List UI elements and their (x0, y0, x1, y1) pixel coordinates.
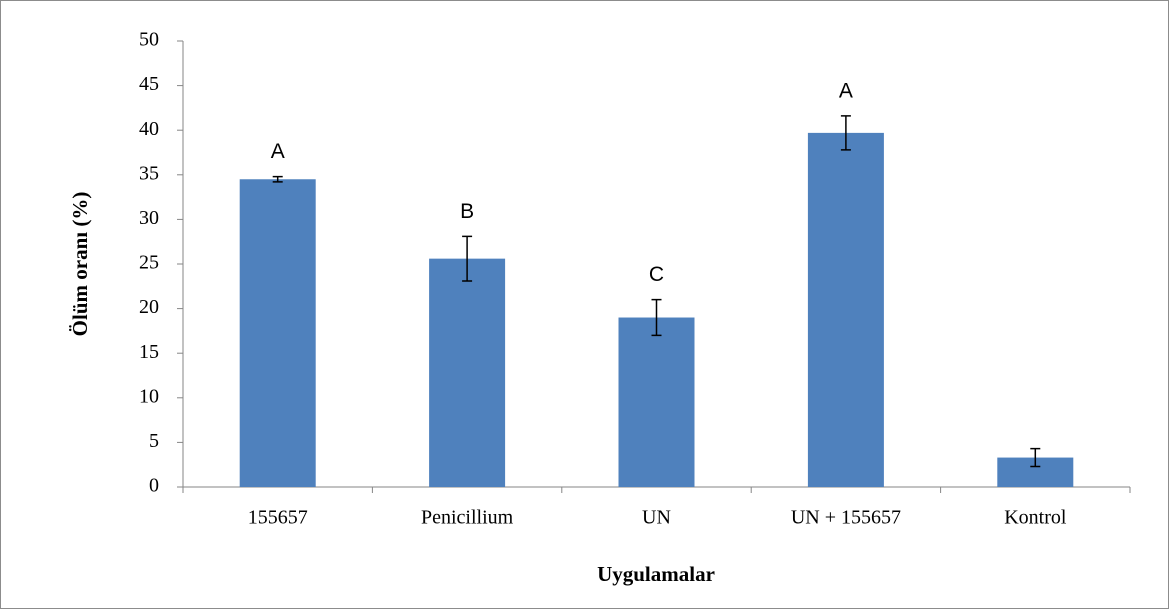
bar (429, 258, 506, 487)
bar (618, 317, 695, 487)
annotation: B (460, 200, 474, 223)
y-tick-label: 50 (139, 29, 159, 51)
error-bar (272, 175, 283, 183)
x-tick-label: Kontrol (1004, 507, 1067, 529)
x-tick-label: UN (642, 507, 671, 529)
bar (807, 132, 884, 487)
y-tick-label: 0 (149, 475, 159, 497)
y-tick-label: 15 (139, 341, 159, 363)
y-tick-label: 20 (139, 296, 159, 318)
x-axis-label: Uygulamalar (597, 562, 715, 586)
y-tick-label: 5 (149, 430, 159, 452)
annotation: A (271, 140, 285, 163)
y-tick-label: 40 (139, 118, 159, 140)
y-tick-label: 35 (139, 162, 159, 184)
y-tick-label: 10 (139, 385, 159, 407)
bar (239, 179, 316, 487)
y-tick-label: 25 (139, 252, 159, 274)
y-axis-label: Ölüm oranı (%) (68, 192, 92, 337)
x-tick-label: 155657 (248, 507, 308, 529)
x-tick-label: UN + 155657 (791, 507, 901, 529)
error-bar (651, 298, 662, 337)
x-tick-label: Penicillium (421, 507, 514, 529)
error-bar (462, 235, 473, 282)
error-bar (840, 115, 851, 151)
y-tick-label: 45 (139, 73, 159, 95)
annotation: C (649, 263, 664, 286)
error-bar (1030, 447, 1041, 468)
annotation: A (839, 79, 853, 102)
y-tick-label: 30 (139, 207, 159, 229)
